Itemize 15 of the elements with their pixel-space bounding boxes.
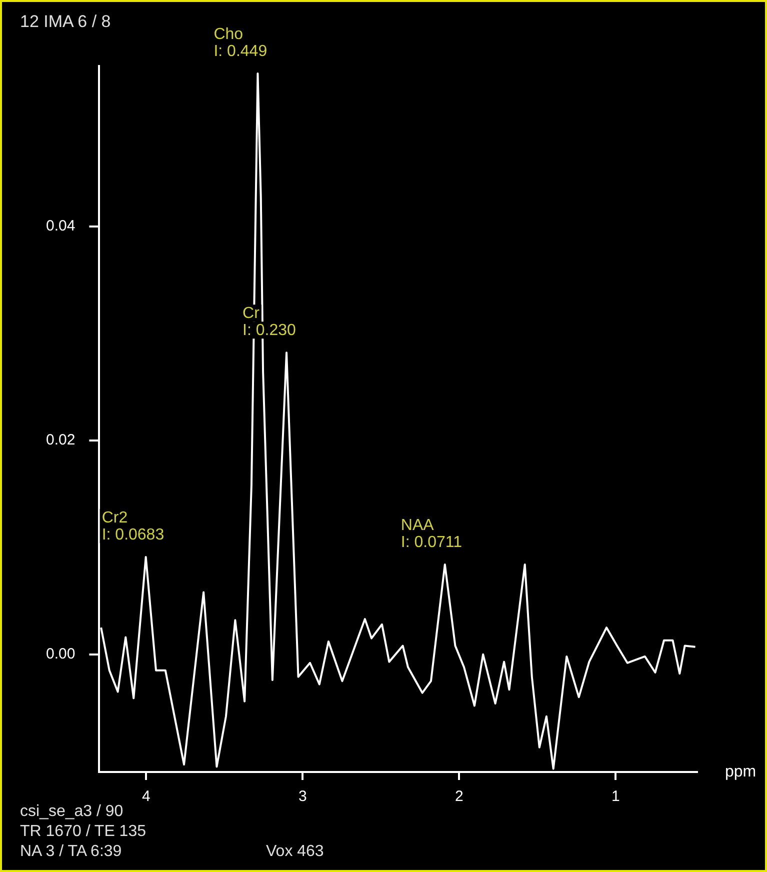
annotation: NAA I: 0.0711 — [400, 516, 462, 551]
y-tick-label: 0.00 — [46, 645, 76, 662]
y-tick-label: 0.02 — [46, 432, 76, 449]
chart-title: 12 IMA 6 / 8 — [20, 12, 111, 32]
y-tick-label: 0.04 — [46, 218, 76, 235]
text: Vox 463 — [266, 842, 324, 862]
text: csi_se_a3 / 90 TR 1670 / TE 135 NA 3 / TA 6:39 — [20, 803, 146, 860]
annotation: Cr I: 0.230 — [242, 305, 296, 340]
annotation: Cho I: 0.449 — [214, 26, 268, 60]
annotation: Cr2 I: 0.0683 — [102, 509, 164, 544]
x-tick-label: 2 — [454, 788, 464, 806]
x-tick-label: 1 — [611, 788, 620, 806]
x-tick-label: 4 — [142, 788, 150, 806]
x-tick-label: 3 — [298, 788, 307, 806]
x-axis-title: ppm — [725, 763, 756, 780]
